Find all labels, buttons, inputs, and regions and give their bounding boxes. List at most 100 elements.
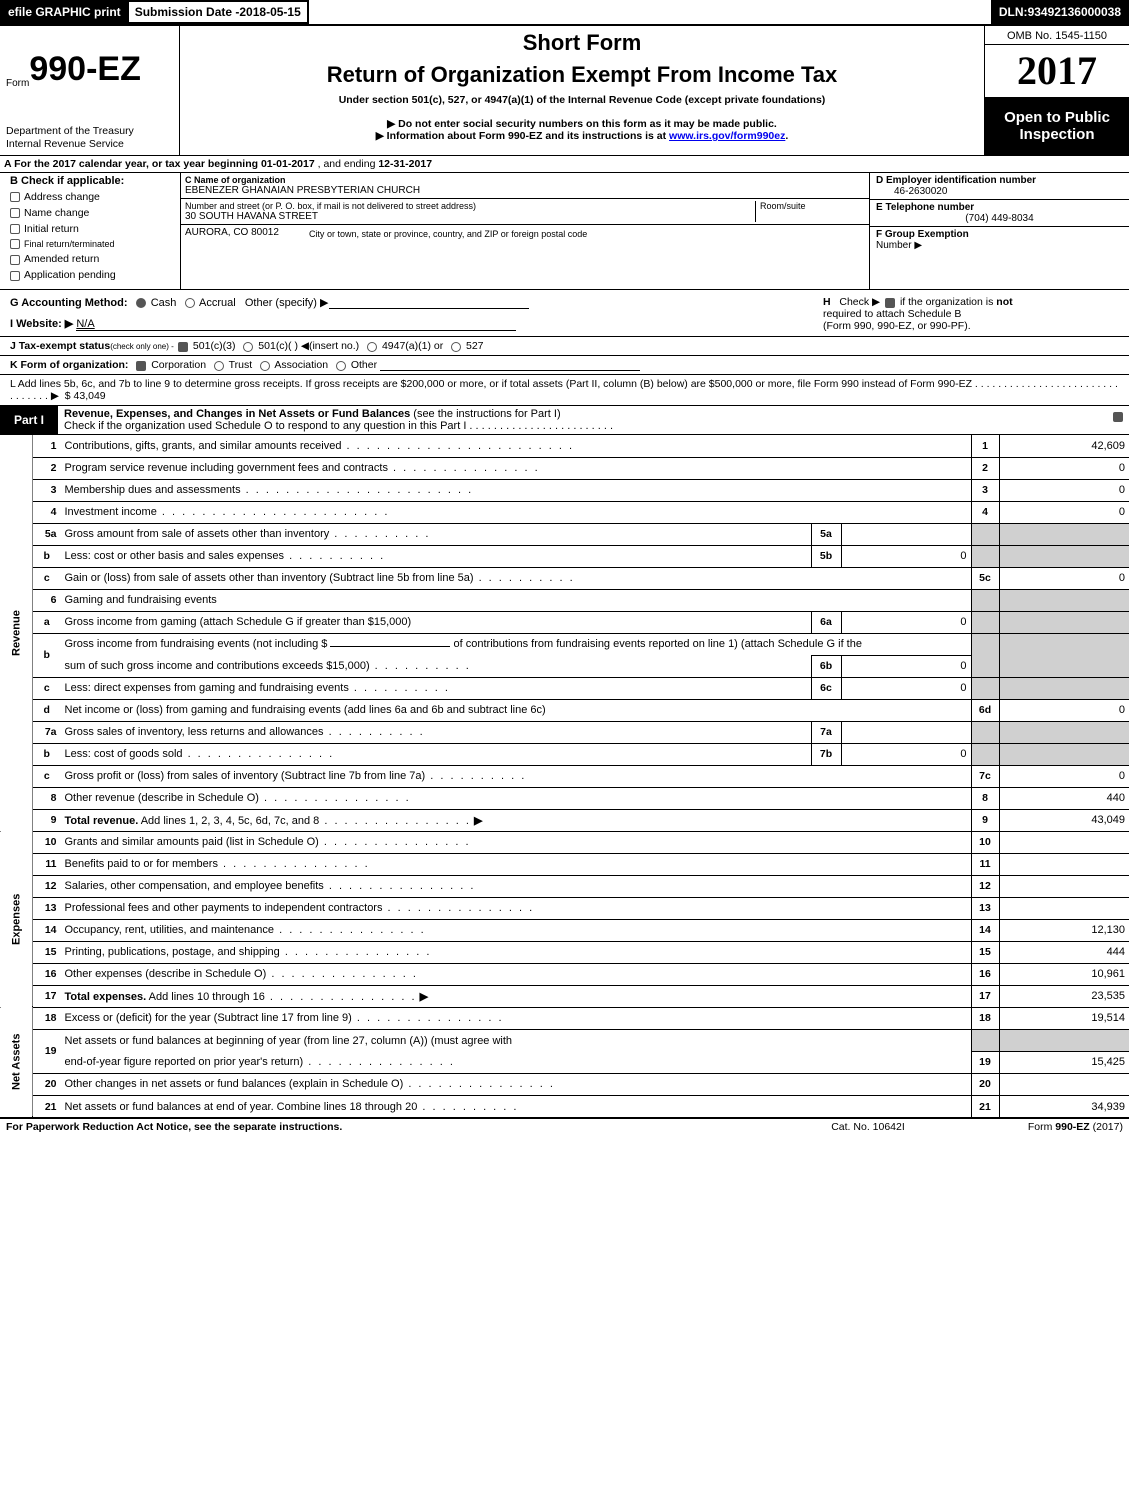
row-15: 15 Printing, publications, postage, and … bbox=[0, 941, 1129, 963]
numcol: 21 bbox=[971, 1095, 999, 1117]
cb-final-return[interactable]: Final return/terminated bbox=[10, 239, 176, 250]
desc-text: Less: cost of goods sold bbox=[65, 748, 183, 760]
G-accrual: Accrual bbox=[199, 297, 236, 309]
valcell bbox=[999, 1073, 1129, 1095]
efile-print-button[interactable]: efile GRAPHIC print bbox=[0, 0, 127, 24]
J-527: 527 bbox=[466, 340, 484, 352]
J-rad-501c-icon[interactable] bbox=[243, 342, 253, 352]
form-prefix: Form bbox=[6, 78, 29, 89]
cb-amended[interactable]: Amended return bbox=[10, 253, 176, 265]
F-label2: Number ▶ bbox=[876, 240, 922, 251]
arrow-icon: ▶ bbox=[474, 815, 482, 827]
desc: Salaries, other compensation, and employ… bbox=[61, 875, 972, 897]
desc: Other revenue (describe in Schedule O) bbox=[61, 787, 972, 809]
info-prefix: ▶ Information about Form 990-EZ and its … bbox=[376, 130, 669, 142]
K-assoc: Association bbox=[274, 359, 328, 371]
dln-box: DLN: 93492136000038 bbox=[991, 0, 1129, 24]
desc: end-of-year figure reported on prior yea… bbox=[61, 1051, 972, 1073]
H-checkbox-icon[interactable] bbox=[885, 298, 895, 308]
K-rad-other-icon[interactable] bbox=[336, 361, 346, 371]
radio-accrual-icon[interactable] bbox=[185, 298, 195, 308]
row-17: 17 Total expenses. Add lines 10 through … bbox=[0, 985, 1129, 1007]
ln: 16 bbox=[33, 963, 61, 985]
K-rad-assoc-icon[interactable] bbox=[260, 361, 270, 371]
GI-left: G Accounting Method: Cash Accrual Other … bbox=[0, 290, 819, 336]
open-line2: Inspection bbox=[987, 126, 1127, 143]
radio-cash-icon[interactable] bbox=[136, 298, 146, 308]
page-footer: For Paperwork Reduction Act Notice, see … bbox=[0, 1117, 1129, 1137]
ln: a bbox=[33, 611, 61, 633]
K-rad-trust-icon[interactable] bbox=[214, 361, 224, 371]
info-line: ▶ Information about Form 990-EZ and its … bbox=[184, 130, 980, 142]
dots bbox=[319, 815, 471, 827]
desc-text: Program service revenue including govern… bbox=[65, 462, 540, 474]
desc: Printing, publications, postage, and shi… bbox=[61, 941, 972, 963]
row-4: 4 Investment income 4 0 bbox=[0, 501, 1129, 523]
cb-address-change[interactable]: Address change bbox=[10, 191, 176, 203]
cb-label: Name change bbox=[24, 207, 89, 219]
numcol: 2 bbox=[971, 457, 999, 479]
valcell-gray bbox=[999, 545, 1129, 567]
valcell: 0 bbox=[999, 765, 1129, 787]
K-cb-corp-icon[interactable] bbox=[136, 361, 146, 371]
E-label: E Telephone number bbox=[876, 202, 974, 213]
L-line: L Add lines 5b, 6c, and 7b to line 9 to … bbox=[0, 375, 1129, 406]
midval: 0 bbox=[841, 743, 971, 765]
J-rad-4947-icon[interactable] bbox=[367, 342, 377, 352]
valcell: 10,961 bbox=[999, 963, 1129, 985]
midnum: 6b bbox=[811, 655, 841, 677]
cb-app-pending[interactable]: Application pending bbox=[10, 269, 176, 281]
F-row: F Group Exemption Number ▶ bbox=[870, 227, 1129, 253]
part1-title: Revenue, Expenses, and Changes in Net As… bbox=[58, 406, 1107, 434]
submission-date-label: Submission Date - bbox=[135, 5, 240, 19]
K-other: Other bbox=[351, 359, 377, 371]
I-underline-value: N/A bbox=[76, 318, 94, 330]
numcol: 15 bbox=[971, 941, 999, 963]
desc-text: Net assets or fund balances at end of ye… bbox=[65, 1101, 418, 1113]
ln: b bbox=[33, 743, 61, 765]
row-6b-top: b Gross income from fundraising events (… bbox=[0, 633, 1129, 655]
row-7b: b Less: cost of goods sold 7b 0 bbox=[0, 743, 1129, 765]
L-text: L Add lines 5b, 6c, and 7b to line 9 to … bbox=[10, 378, 972, 390]
midval: 0 bbox=[841, 677, 971, 699]
desc: Less: cost or other basis and sales expe… bbox=[61, 545, 812, 567]
C-city-value: AURORA, CO 80012 bbox=[185, 227, 279, 239]
desc: Gross profit or (loss) from sales of inv… bbox=[61, 765, 972, 787]
desc-text: Gross amount from sale of assets other t… bbox=[65, 528, 431, 540]
row-8: 8 Other revenue (describe in Schedule O)… bbox=[0, 787, 1129, 809]
open-to-public-box: Open to Public Inspection bbox=[985, 98, 1129, 155]
D-row: D Employer identification number 46-2630… bbox=[870, 173, 1129, 200]
cb-initial-return[interactable]: Initial return bbox=[10, 223, 176, 235]
C-city-label: City or town, state or province, country… bbox=[309, 227, 587, 239]
row-5c: c Gain or (loss) from sale of assets oth… bbox=[0, 567, 1129, 589]
desc-text: Salaries, other compensation, and employ… bbox=[65, 880, 324, 892]
ln: 13 bbox=[33, 897, 61, 919]
desc-text: Gain or (loss) from sale of assets other… bbox=[65, 572, 474, 584]
desc: Less: cost of goods sold bbox=[61, 743, 812, 765]
K-label: K Form of organization: bbox=[10, 359, 128, 371]
desc-text: Other changes in net assets or fund bala… bbox=[65, 1078, 404, 1090]
row-7a: 7a Gross sales of inventory, less return… bbox=[0, 721, 1129, 743]
desc-rest: Add lines 1, 2, 3, 4, 5c, 6d, 7c, and 8 bbox=[138, 815, 319, 827]
valcell-gray bbox=[999, 721, 1129, 743]
checkbox-icon[interactable] bbox=[1113, 412, 1123, 422]
J-cb-501c3-icon[interactable] bbox=[178, 342, 188, 352]
J-rad-527-icon[interactable] bbox=[451, 342, 461, 352]
part1-title-rest: (see the instructions for Part I) bbox=[410, 408, 560, 420]
J-4947: 4947(a)(1) or bbox=[382, 340, 443, 352]
numcol: 9 bbox=[971, 809, 999, 831]
cb-name-change[interactable]: Name change bbox=[10, 207, 176, 219]
irs-info-link[interactable]: www.irs.gov/form990ez bbox=[669, 130, 785, 142]
part1-end-check bbox=[1107, 406, 1129, 434]
desc: Program service revenue including govern… bbox=[61, 457, 972, 479]
dots bbox=[274, 924, 426, 936]
numcol-gray bbox=[971, 655, 999, 677]
valcell-gray bbox=[999, 655, 1129, 677]
valcell: 444 bbox=[999, 941, 1129, 963]
desc: Less: direct expenses from gaming and fu… bbox=[61, 677, 812, 699]
midnum: 7b bbox=[811, 743, 841, 765]
numcol: 20 bbox=[971, 1073, 999, 1095]
ln: 4 bbox=[33, 501, 61, 523]
desc-6b-c: sum of such gross income and contributio… bbox=[65, 660, 471, 672]
dots bbox=[417, 1101, 518, 1113]
